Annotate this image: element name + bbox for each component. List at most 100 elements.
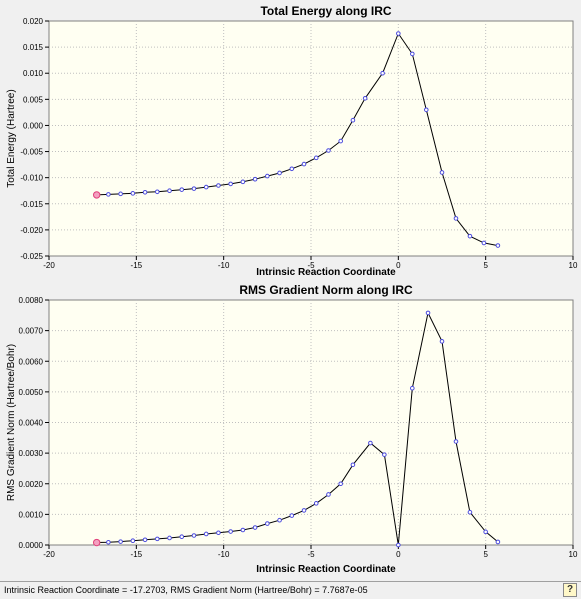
gradient-data-point — [228, 529, 233, 534]
energy-data-point — [362, 95, 368, 101]
gradient-data-point — [495, 539, 501, 545]
energy-data-point — [203, 184, 209, 190]
gradient-data-point — [326, 492, 331, 497]
gradient-x-tick-label: -20 — [43, 550, 55, 559]
energy-data-point — [326, 148, 331, 153]
energy-y-tick-label: -0.015 — [20, 200, 43, 209]
energy-x-tick-label: 10 — [569, 261, 578, 270]
gradient-data-point — [130, 538, 136, 544]
gradient-y-tick-label: 0.0040 — [19, 419, 44, 428]
gradient-data-point — [289, 513, 295, 518]
energy-data-point — [216, 183, 221, 188]
energy-data-point — [118, 191, 123, 197]
gradient-data-point — [167, 535, 172, 541]
gradient-data-point — [410, 385, 415, 391]
energy-data-point — [289, 166, 295, 172]
gradient-y-tick-label: 0.0030 — [19, 449, 44, 458]
gradient-y-tick-label: 0.0010 — [19, 510, 44, 519]
gradient-data-point — [179, 534, 185, 540]
energy-data-point — [252, 176, 258, 182]
gradient-x-tick-label: -15 — [131, 550, 143, 559]
energy-x-tick-label: -20 — [43, 261, 55, 270]
energy-data-point — [338, 138, 343, 144]
gradient-data-point — [252, 525, 258, 530]
help-tooltip-icon[interactable]: ? — [563, 583, 577, 597]
gradient-data-point — [106, 539, 111, 545]
energy-data-point — [240, 179, 246, 185]
energy-data-point — [396, 31, 401, 36]
gradient-y-tick-label: 0.0080 — [19, 296, 44, 305]
gradient-data-point — [301, 508, 307, 513]
gradient-y-tick-label: 0.0050 — [19, 388, 44, 397]
energy-y-tick-label: -0.025 — [20, 252, 43, 261]
energy-data-point — [179, 187, 185, 192]
energy-y-tick-label: -0.010 — [20, 174, 43, 183]
energy-y-tick-label: 0.020 — [23, 17, 44, 26]
energy-data-point — [301, 161, 307, 167]
energy-chart: Total Energy along IRC -20 -15 -10 -5 0 5 10 0.0… — [6, 4, 578, 278]
gradient-data-point — [396, 542, 401, 548]
gradient-x-tick-label: 0 — [396, 550, 401, 559]
gradient-x-tick-label: -5 — [307, 550, 315, 559]
energy-x-tick-label: -15 — [131, 261, 143, 270]
gradient-x-tick-label: 10 — [569, 550, 578, 559]
energy-data-point — [380, 70, 385, 76]
gradient-y-axis-label: RMS Gradient Norm (Hartree/Bohr) — [6, 344, 17, 501]
energy-data-point — [228, 181, 233, 187]
energy-data-point — [410, 51, 415, 57]
gradient-y-tick-label: 0.0060 — [19, 357, 44, 366]
energy-x-tick-label: 0 — [396, 261, 401, 270]
energy-y-tick-label: -0.005 — [20, 148, 43, 157]
energy-data-point — [495, 243, 501, 248]
energy-y-tick-label: 0.010 — [23, 69, 44, 78]
energy-data-point — [191, 186, 197, 191]
gradient-chart: RMS Gradient Norm along IRC -20 -15 -10 -5 0 5… — [6, 283, 578, 575]
energy-x-tick-label: 5 — [483, 261, 488, 270]
energy-y-tick-label: 0.015 — [23, 43, 44, 52]
gradient-x-axis-label: Intrinsic Reaction Coordinate — [256, 564, 396, 575]
gradient-data-point — [191, 533, 197, 538]
gradient-data-point — [368, 440, 373, 446]
gradient-data-point — [350, 462, 356, 468]
irc-charts: Total Energy along IRC -20 -15 -10 -5 0 5 10 0.0… — [6, 4, 578, 575]
energy-data-point — [154, 189, 160, 195]
gradient-data-point — [382, 452, 387, 457]
energy-y-axis-label: Total Energy (Hartree) — [6, 89, 17, 187]
gradient-x-tick-label: -10 — [218, 550, 230, 559]
gradient-selected-point — [92, 538, 101, 547]
energy-data-point — [481, 240, 487, 246]
gradient-data-point — [467, 509, 473, 515]
energy-data-point — [423, 107, 429, 113]
gradient-data-point — [240, 527, 246, 533]
gradient-data-point — [338, 481, 343, 487]
gradient-data-point — [265, 521, 270, 526]
energy-data-point — [277, 170, 282, 176]
gradient-data-point — [118, 539, 123, 544]
gradient-y-tick-label: 0.0070 — [19, 327, 44, 336]
energy-data-point — [453, 216, 459, 221]
energy-x-tick-label: -5 — [307, 261, 315, 270]
gradient-y-tick-label: 0.0000 — [19, 541, 44, 550]
gradient-data-point — [425, 310, 431, 316]
gradient-data-point — [453, 439, 459, 444]
energy-data-point — [130, 191, 136, 196]
energy-data-point — [313, 155, 319, 161]
gradient-data-point — [483, 529, 488, 535]
energy-data-point — [350, 117, 356, 123]
energy-data-point — [167, 188, 172, 194]
status-bar: Intrinsic Reaction Coordinate = -17.2703… — [0, 581, 581, 599]
gradient-data-point — [142, 537, 148, 543]
gradient-x-tick-label: 5 — [483, 550, 488, 559]
gradient-data-point — [277, 517, 282, 523]
energy-y-tick-label: -0.020 — [20, 226, 43, 235]
gradient-data-point — [439, 339, 445, 344]
energy-x-tick-label: -10 — [218, 261, 230, 270]
gradient-data-point — [313, 501, 319, 506]
energy-data-point — [142, 189, 148, 195]
energy-x-axis-label: Intrinsic Reaction Coordinate — [256, 267, 396, 278]
energy-data-point — [467, 233, 473, 239]
energy-data-point — [439, 170, 445, 175]
energy-chart-title: Total Energy along IRC — [260, 4, 391, 18]
gradient-data-point — [154, 536, 160, 542]
